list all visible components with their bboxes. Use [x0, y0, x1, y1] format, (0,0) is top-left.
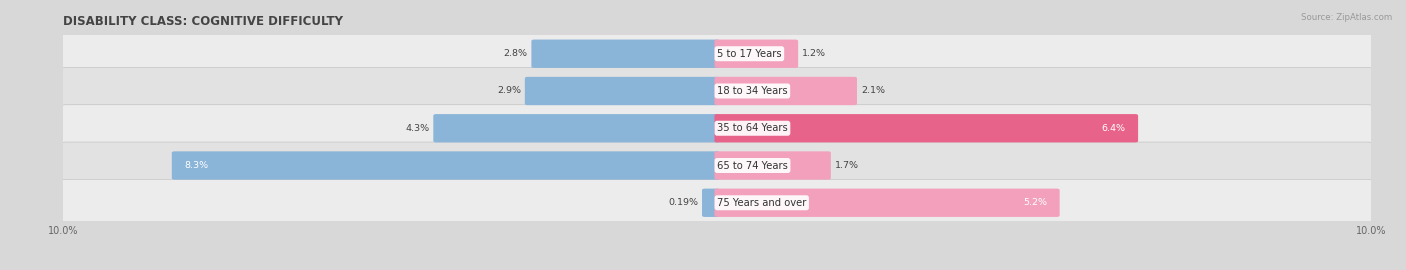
FancyBboxPatch shape	[56, 179, 1378, 226]
FancyBboxPatch shape	[531, 40, 720, 68]
Text: 8.3%: 8.3%	[184, 161, 208, 170]
FancyBboxPatch shape	[433, 114, 720, 142]
FancyBboxPatch shape	[714, 114, 1137, 142]
FancyBboxPatch shape	[714, 77, 858, 105]
Text: Source: ZipAtlas.com: Source: ZipAtlas.com	[1301, 14, 1392, 22]
FancyBboxPatch shape	[56, 68, 1378, 114]
Text: 18 to 34 Years: 18 to 34 Years	[717, 86, 787, 96]
FancyBboxPatch shape	[56, 30, 1378, 77]
Text: 2.8%: 2.8%	[503, 49, 527, 58]
Text: 75 Years and over: 75 Years and over	[717, 198, 807, 208]
Text: 1.2%: 1.2%	[801, 49, 827, 58]
FancyBboxPatch shape	[714, 40, 799, 68]
Text: 1.7%: 1.7%	[835, 161, 859, 170]
Text: 5 to 17 Years: 5 to 17 Years	[717, 49, 782, 59]
Text: 5.2%: 5.2%	[1024, 198, 1047, 207]
FancyBboxPatch shape	[56, 142, 1378, 189]
FancyBboxPatch shape	[714, 189, 1060, 217]
FancyBboxPatch shape	[172, 151, 720, 180]
FancyBboxPatch shape	[56, 105, 1378, 152]
Text: 35 to 64 Years: 35 to 64 Years	[717, 123, 787, 133]
Text: 4.3%: 4.3%	[405, 124, 429, 133]
FancyBboxPatch shape	[702, 189, 720, 217]
Text: 6.4%: 6.4%	[1102, 124, 1126, 133]
FancyBboxPatch shape	[714, 151, 831, 180]
Text: 2.1%: 2.1%	[860, 86, 884, 96]
FancyBboxPatch shape	[524, 77, 720, 105]
Text: 0.19%: 0.19%	[668, 198, 699, 207]
Text: DISABILITY CLASS: COGNITIVE DIFFICULTY: DISABILITY CLASS: COGNITIVE DIFFICULTY	[63, 15, 343, 28]
Text: 65 to 74 Years: 65 to 74 Years	[717, 160, 787, 171]
Text: 2.9%: 2.9%	[496, 86, 520, 96]
